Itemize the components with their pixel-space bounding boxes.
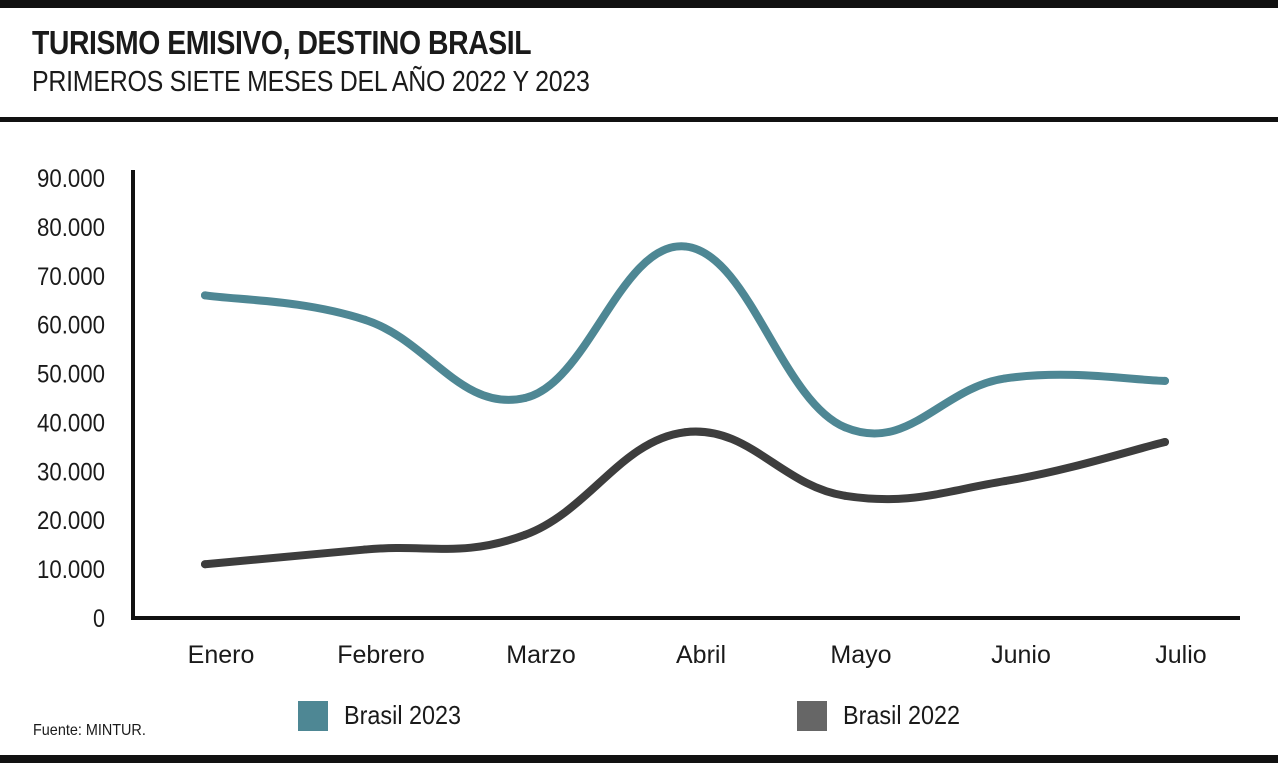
data-point-brasil-2022 xyxy=(1161,438,1169,446)
legend-swatch-brasil-2022 xyxy=(797,700,827,731)
chart-title: TURISMO EMISIVO, DESTINO BRASIL xyxy=(32,24,532,61)
y-tick-label: 30.000 xyxy=(37,458,105,486)
x-tick-label: Abril xyxy=(676,641,726,669)
y-tick-label: 40.000 xyxy=(37,409,105,437)
data-point-brasil-2022 xyxy=(201,560,209,569)
data-point-brasil-2023 xyxy=(201,291,209,300)
y-tick-label: 80.000 xyxy=(37,214,105,242)
y-tick-label: 50.000 xyxy=(37,361,105,389)
data-point-brasil-2023 xyxy=(681,242,689,251)
y-tick-label: 70.000 xyxy=(37,263,105,291)
y-tick-label: 90.000 xyxy=(37,165,105,193)
series-line-brasil-2023 xyxy=(201,242,1169,438)
y-tick-label: 60.000 xyxy=(37,312,105,340)
legend-label-brasil-2022: Brasil 2022 xyxy=(843,700,961,730)
x-tick-label: Febrero xyxy=(337,641,425,669)
legend-swatch-brasil-2023 xyxy=(298,700,328,731)
data-point-brasil-2023 xyxy=(1161,376,1169,385)
y-tick-label: 10.000 xyxy=(37,556,105,584)
data-point-brasil-2023 xyxy=(521,394,529,402)
chart-subtitle: PRIMEROS SIETE MESES DEL AÑO 2022 Y 2023 xyxy=(32,66,590,98)
y-tick-label: 20.000 xyxy=(37,507,105,535)
x-tick-label: Enero xyxy=(188,641,255,669)
data-point-brasil-2023 xyxy=(1001,374,1009,383)
source-note: Fuente: MINTUR. xyxy=(33,722,146,739)
data-point-brasil-2022 xyxy=(841,491,849,500)
data-point-brasil-2022 xyxy=(361,545,369,554)
data-point-brasil-2023 xyxy=(841,423,849,432)
x-tick-label: Julio xyxy=(1155,641,1206,669)
data-point-brasil-2022 xyxy=(1001,477,1009,486)
data-point-brasil-2022 xyxy=(681,428,689,437)
header-divider xyxy=(0,117,1278,122)
x-tick-label: Marzo xyxy=(506,641,575,669)
legend-item-brasil-2022: Brasil 2022 xyxy=(797,700,973,731)
legend-label-brasil-2023: Brasil 2023 xyxy=(344,700,462,730)
legend-item-brasil-2023: Brasil 2023 xyxy=(298,700,474,731)
y-tick-label: 0 xyxy=(93,605,105,633)
x-tick-label: Mayo xyxy=(830,641,891,669)
line-chart: 0 10.000 20.000 30.000 40.000 50.000 60.000 70.… xyxy=(37,165,1240,669)
top-border xyxy=(0,0,1278,8)
series-line-brasil-2022 xyxy=(201,427,1169,569)
data-point-brasil-2023 xyxy=(361,315,369,324)
x-tick-label: Junio xyxy=(991,641,1051,669)
data-point-brasil-2022 xyxy=(521,530,529,539)
bottom-border xyxy=(0,755,1278,763)
